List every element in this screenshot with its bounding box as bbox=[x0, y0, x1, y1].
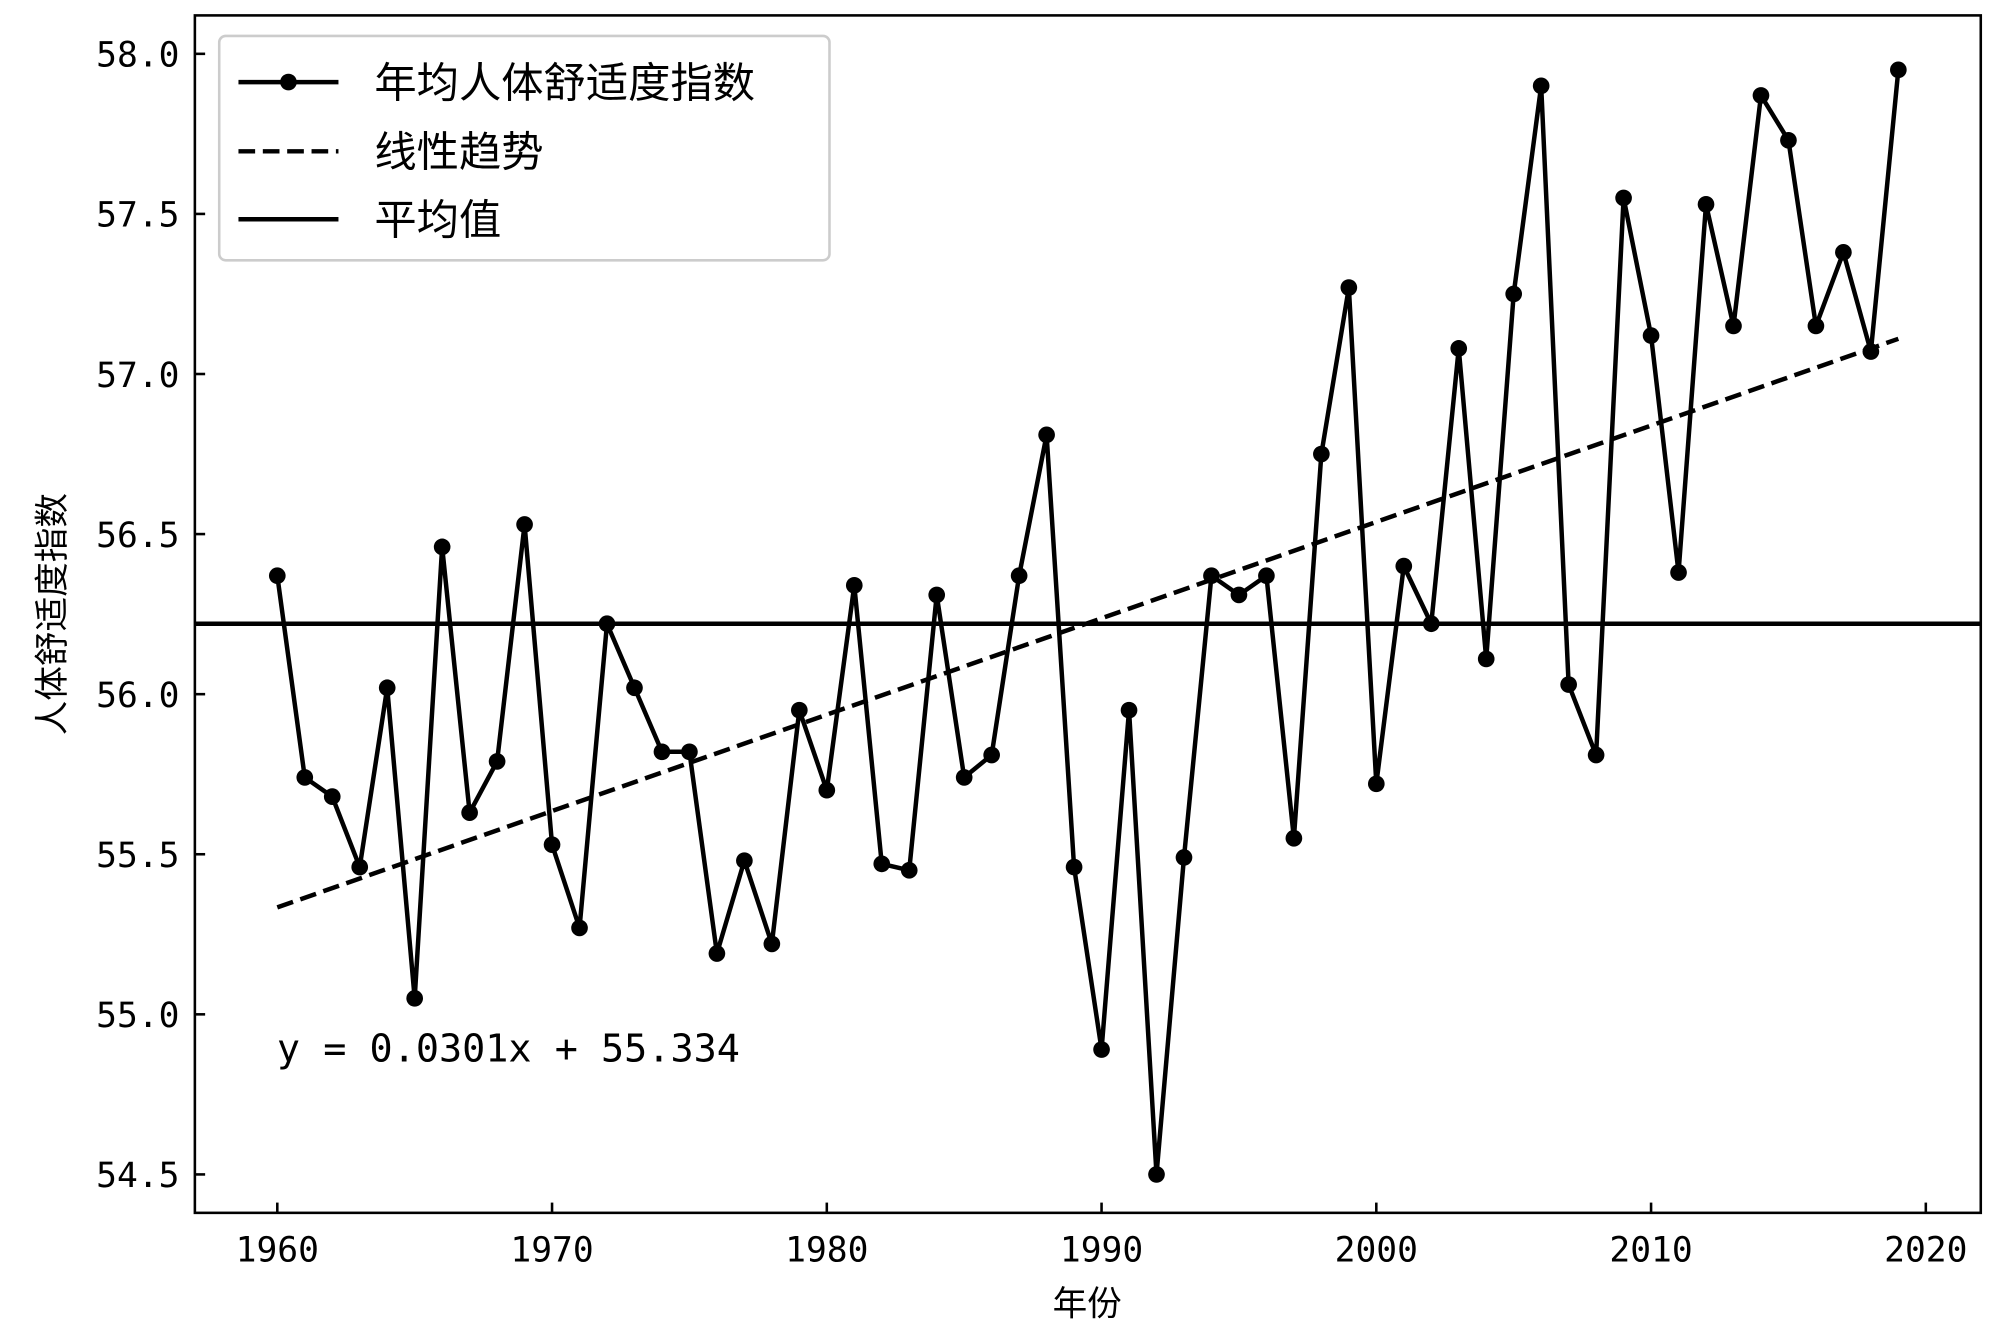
data-point-2009 bbox=[1615, 189, 1632, 207]
data-point-1982 bbox=[873, 855, 891, 873]
data-point-2006 bbox=[1532, 77, 1550, 95]
legend-marker bbox=[280, 73, 297, 91]
data-point-1981 bbox=[845, 576, 863, 594]
data-point-2013 bbox=[1725, 317, 1742, 335]
y-tick-label: 54.5 bbox=[96, 1156, 179, 1196]
series-line bbox=[275, 69, 1901, 1177]
data-point-1967 bbox=[461, 804, 478, 821]
data-point-1984 bbox=[928, 586, 946, 604]
x-tick-label: 1960 bbox=[236, 1231, 319, 1271]
data-point-1990 bbox=[1093, 1041, 1110, 1058]
plot-area bbox=[194, 61, 1981, 1183]
data-point-2011 bbox=[1670, 564, 1687, 581]
data-point-1964 bbox=[378, 679, 396, 697]
y-tick-label: 55.0 bbox=[96, 996, 179, 1036]
data-point-1998 bbox=[1313, 445, 1330, 463]
y-axis: 54.5 55.0 55.5 56.0 56.5 57.0 57.5 58.0 bbox=[96, 36, 206, 1196]
trend-equation: y = 0.0301x + 55.334 bbox=[277, 1027, 740, 1072]
data-point-1962 bbox=[323, 788, 341, 805]
y-tick-label: 56.5 bbox=[96, 516, 179, 556]
data-point-1991 bbox=[1120, 701, 1138, 719]
data-point-1989 bbox=[1065, 858, 1083, 876]
data-point-1960 bbox=[268, 567, 286, 585]
data-point-1963 bbox=[351, 858, 369, 876]
data-point-2001 bbox=[1395, 557, 1413, 575]
trend-line bbox=[276, 336, 1900, 910]
x-tick-label: 2010 bbox=[1609, 1231, 1692, 1271]
data-point-1973 bbox=[626, 679, 643, 697]
data-point-1994 bbox=[1203, 567, 1220, 585]
data-point-2014 bbox=[1752, 87, 1770, 104]
data-point-1972 bbox=[598, 615, 616, 633]
x-tick-label: 1970 bbox=[510, 1231, 593, 1271]
data-point-1969 bbox=[516, 516, 533, 533]
y-axis-label: 人体舒适度指数 bbox=[33, 493, 73, 735]
x-tick-label: 1990 bbox=[1060, 1231, 1143, 1271]
x-tick-label: 2000 bbox=[1335, 1231, 1418, 1271]
data-point-1987 bbox=[1010, 567, 1028, 585]
data-point-2000 bbox=[1367, 775, 1385, 793]
data-point-1993 bbox=[1175, 849, 1193, 866]
data-point-1975 bbox=[681, 743, 698, 761]
x-axis: 1960 1970 1980 1990 2000 2010 2020 bbox=[236, 1202, 1967, 1271]
data-point-1986 bbox=[983, 746, 1000, 764]
data-point-2016 bbox=[1807, 317, 1825, 335]
data-point-1995 bbox=[1230, 586, 1248, 604]
legend-label-series: 年均人体舒适度指数 bbox=[374, 58, 755, 107]
axes-frame bbox=[193, 14, 1983, 1215]
y-tick-label: 57.5 bbox=[96, 196, 179, 236]
data-point-2015 bbox=[1780, 131, 1797, 149]
data-point-1997 bbox=[1285, 829, 1303, 847]
data-point-2005 bbox=[1505, 285, 1523, 303]
data-point-1961 bbox=[296, 769, 314, 786]
y-tick-label: 57.0 bbox=[96, 356, 179, 396]
data-point-2007 bbox=[1560, 676, 1577, 693]
data-point-2012 bbox=[1697, 195, 1715, 213]
data-point-1971 bbox=[571, 919, 588, 937]
data-point-1980 bbox=[818, 781, 836, 799]
data-point-1968 bbox=[488, 753, 506, 770]
data-point-1974 bbox=[653, 743, 671, 761]
data-point-1983 bbox=[900, 861, 918, 879]
data-point-2010 bbox=[1642, 327, 1660, 344]
data-point-1970 bbox=[543, 836, 561, 853]
data-point-1978 bbox=[763, 935, 781, 953]
data-point-1979 bbox=[790, 701, 808, 719]
data-point-2019 bbox=[1890, 61, 1907, 79]
data-point-2018 bbox=[1862, 343, 1880, 360]
data-point-2002 bbox=[1422, 615, 1440, 633]
data-point-1996 bbox=[1258, 567, 1275, 585]
y-tick-label: 58.0 bbox=[96, 36, 179, 76]
data-point-1992 bbox=[1148, 1166, 1165, 1183]
data-point-1988 bbox=[1038, 426, 1055, 444]
x-tick-label: 2020 bbox=[1884, 1231, 1967, 1271]
data-point-2017 bbox=[1835, 244, 1852, 261]
x-tick-label: 1980 bbox=[785, 1231, 868, 1271]
legend: 年均人体舒适度指数 线性趋势 平均值 bbox=[217, 34, 831, 262]
data-point-1965 bbox=[406, 989, 424, 1007]
y-tick-label: 56.0 bbox=[96, 676, 179, 716]
x-axis-label: 年份 bbox=[1053, 1284, 1122, 1324]
data-point-1985 bbox=[955, 769, 973, 786]
y-tick-label: 55.5 bbox=[96, 836, 179, 876]
legend-label-trend: 线性趋势 bbox=[374, 128, 543, 177]
data-point-1976 bbox=[708, 945, 726, 962]
data-point-1999 bbox=[1340, 279, 1358, 296]
data-point-2004 bbox=[1477, 650, 1495, 668]
legend-label-mean: 平均值 bbox=[374, 196, 501, 245]
data-point-2003 bbox=[1450, 340, 1468, 357]
data-point-2008 bbox=[1587, 746, 1605, 764]
legend-frame bbox=[217, 34, 831, 262]
data-point-1966 bbox=[433, 538, 451, 556]
data-point-1977 bbox=[736, 852, 753, 869]
